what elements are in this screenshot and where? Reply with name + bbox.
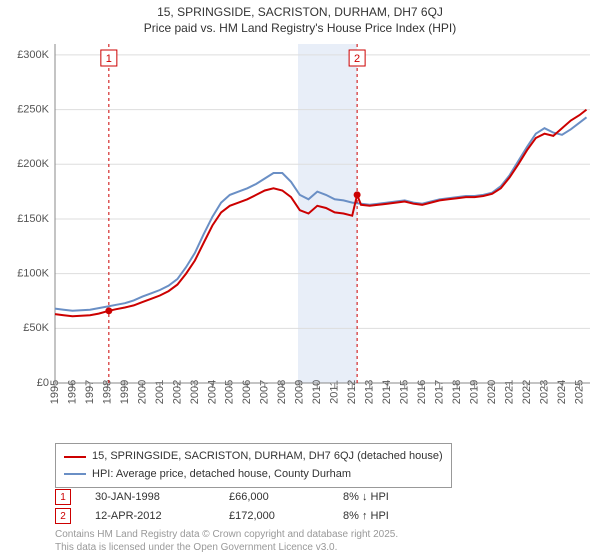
svg-text:£100K: £100K — [17, 268, 49, 280]
sale-row-1: 1 30-JAN-1998 £66,000 8% ↓ HPI — [55, 488, 389, 507]
sale-date-2: 12-APR-2012 — [95, 507, 205, 526]
legend-swatch-hpi — [64, 473, 86, 475]
legend-row-property: 15, SPRINGSIDE, SACRISTON, DURHAM, DH7 6… — [64, 448, 443, 466]
sale-delta-1: 8% ↓ HPI — [343, 488, 389, 507]
sale-row-2: 2 12-APR-2012 £172,000 8% ↑ HPI — [55, 507, 389, 526]
sale-date-1: 30-JAN-1998 — [95, 488, 205, 507]
sales-table: 1 30-JAN-1998 £66,000 8% ↓ HPI 2 12-APR-… — [55, 488, 389, 525]
svg-text:1: 1 — [106, 53, 112, 65]
sale-marker-2: 2 — [55, 508, 71, 524]
svg-text:£0: £0 — [37, 377, 49, 389]
svg-text:£200K: £200K — [17, 158, 49, 170]
footer-line-2: This data is licensed under the Open Gov… — [55, 541, 398, 554]
sale-marker-1: 1 — [55, 489, 71, 505]
svg-text:£250K: £250K — [17, 104, 49, 116]
legend-row-hpi: HPI: Average price, detached house, Coun… — [64, 466, 443, 484]
footer: Contains HM Land Registry data © Crown c… — [55, 528, 398, 554]
title-line-2: Price paid vs. HM Land Registry's House … — [0, 20, 600, 36]
sale-delta-2: 8% ↑ HPI — [343, 507, 389, 526]
svg-text:2: 2 — [354, 53, 360, 65]
legend-label-property: 15, SPRINGSIDE, SACRISTON, DURHAM, DH7 6… — [92, 448, 443, 466]
chart: £0£50K£100K£150K£200K£250K£300K199519961… — [0, 38, 600, 438]
svg-text:£50K: £50K — [23, 322, 49, 334]
footer-line-1: Contains HM Land Registry data © Crown c… — [55, 528, 398, 541]
sale-price-1: £66,000 — [229, 488, 319, 507]
title-line-1: 15, SPRINGSIDE, SACRISTON, DURHAM, DH7 6… — [0, 4, 600, 20]
sale-price-2: £172,000 — [229, 507, 319, 526]
title-block: 15, SPRINGSIDE, SACRISTON, DURHAM, DH7 6… — [0, 0, 600, 36]
legend-swatch-property — [64, 456, 86, 458]
legend: 15, SPRINGSIDE, SACRISTON, DURHAM, DH7 6… — [55, 443, 452, 488]
svg-text:2011: 2011 — [329, 380, 341, 404]
svg-text:£150K: £150K — [17, 213, 49, 225]
svg-text:£300K: £300K — [17, 49, 49, 61]
legend-label-hpi: HPI: Average price, detached house, Coun… — [92, 466, 351, 484]
